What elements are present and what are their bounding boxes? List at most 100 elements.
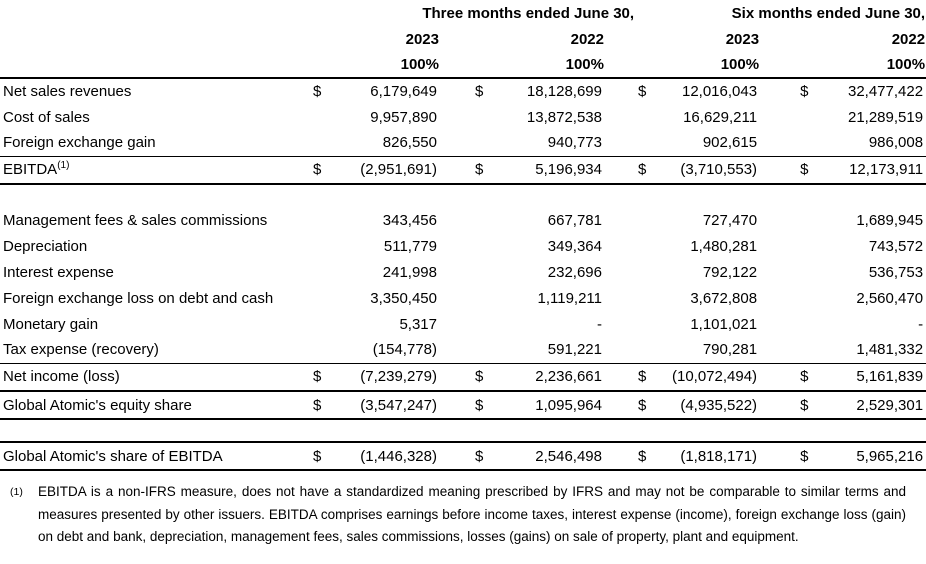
table-row: Cost of sales 9,957,890 13,872,538 16,62… — [0, 104, 926, 130]
value-cell-six-months-2022: 21,289,519 — [847, 108, 924, 126]
empty-header-cell — [0, 26, 300, 52]
empty-header-cell — [440, 52, 480, 79]
value-cell-six-months-2023: 790,281 — [702, 341, 758, 359]
currency-cell — [760, 233, 805, 259]
value-cell-six-months-2022: 12,173,911 — [805, 155, 926, 185]
value-cell-three-months-2022: 1,119,211 — [537, 289, 602, 307]
currency-cell — [605, 233, 642, 259]
spacer-cell — [0, 419, 926, 442]
year-header-h1-2023: 2023 — [725, 30, 760, 48]
footnote: (1) EBITDA is a non-IFRS measure, does no… — [10, 481, 906, 549]
currency-cell — [760, 130, 805, 156]
currency-cell — [605, 104, 642, 130]
spacer-row — [0, 184, 926, 207]
table-row: Monetary gain 5,317 - 1,101,021 - — [0, 311, 926, 337]
value-cell-three-months-2023: 5,317 — [399, 315, 437, 333]
value-cell-six-months-2023: 727,470 — [702, 211, 758, 229]
table-row: Net sales revenues $ 6,179,649 $ 18,128,… — [0, 78, 926, 104]
currency-cell: $ — [760, 362, 808, 392]
percent-header: 100% — [805, 52, 926, 79]
row-label: Interest expense — [3, 263, 114, 281]
row-label-cell: Interest expense — [0, 259, 300, 285]
row-label: Tax expense (recovery) — [3, 341, 159, 359]
currency-cell: $ — [313, 83, 322, 100]
row-label: Global Atomic's equity share — [3, 396, 192, 414]
table-row: Depreciation 511,779 349,364 1,480,281 7… — [0, 233, 926, 259]
row-label-cell: Net income (loss) — [0, 362, 300, 392]
year-header-q2-2023: 2023 — [405, 30, 439, 48]
table-row: Global Atomic's equity share $ (3,547,24… — [0, 391, 926, 420]
row-label: Monetary gain — [3, 315, 99, 333]
table-body: Net sales revenues $ 6,179,649 $ 18,128,… — [0, 78, 926, 471]
currency-cell — [300, 207, 335, 233]
row-label-cell: EBITDA(1) — [0, 155, 300, 185]
value-cell-three-months-2022: 667,781 — [547, 211, 602, 229]
currency-cell: $ — [760, 391, 808, 420]
currency-cell — [605, 311, 642, 337]
currency-cell — [300, 259, 335, 285]
currency-cell — [760, 337, 805, 363]
value-cell-three-months-2022: 18,128,699 — [526, 83, 602, 100]
value-cell-six-months-2023: 1,101,021 — [690, 315, 758, 333]
value-cell-six-months-2022: 536,753 — [868, 263, 924, 281]
value-cell-three-months-2023: (7,239,279) — [335, 362, 440, 392]
currency-cell: $ — [475, 83, 484, 100]
table-row: Management fees & sales commissions 343,… — [0, 207, 926, 233]
row-label: Global Atomic's share of EBITDA — [3, 447, 223, 465]
row-label: Cost of sales — [3, 108, 90, 126]
value-cell-three-months-2023: 511,779 — [383, 237, 437, 255]
currency-cell: $ — [440, 441, 483, 471]
value-cell-six-months-2023: 16,629,211 — [683, 108, 758, 126]
value-cell-six-months-2022: 2,529,301 — [805, 391, 926, 420]
value-cell-three-months-2023: 9,957,890 — [370, 108, 437, 126]
value-cell-six-months-2023: (10,072,494) — [642, 362, 761, 392]
currency-cell: $ — [605, 155, 646, 185]
value-cell-six-months-2022: 32,477,422 — [847, 83, 924, 100]
value-cell-three-months-2023: 343,456 — [382, 211, 437, 229]
value-cell-three-months-2023: 241,998 — [382, 263, 437, 281]
currency-cell — [300, 337, 335, 363]
currency-cell: $ — [300, 362, 335, 392]
value-cell-three-months-2023: (2,951,691) — [335, 155, 440, 185]
value-cell-three-months-2023: (3,547,247) — [335, 391, 440, 420]
value-cell-three-months-2023: 6,179,649 — [370, 83, 437, 100]
value-cell-six-months-2022: 1,481,332 — [856, 341, 924, 359]
col-group-six-months: Six months ended June 30, — [731, 4, 926, 22]
table-row: Global Atomic's share of EBITDA $ (1,446… — [0, 441, 926, 471]
empty-header-cell — [300, 26, 335, 52]
column-group-row: Three months ended June 30, Six months e… — [0, 0, 926, 26]
currency-cell — [605, 285, 642, 311]
table-row: Interest expense 241,998 232,696 792,122… — [0, 259, 926, 285]
value-cell-six-months-2022: 2,560,470 — [856, 289, 924, 307]
value-cell-six-months-2023: (4,935,522) — [642, 391, 761, 420]
currency-cell: $ — [300, 441, 335, 471]
row-label-cell: Depreciation — [0, 233, 300, 259]
currency-cell: $ — [440, 391, 483, 420]
currency-cell — [440, 259, 480, 285]
currency-cell — [605, 337, 642, 363]
row-label: Net sales revenues — [3, 83, 132, 100]
row-label-cell: Foreign exchange gain — [0, 130, 300, 156]
value-cell-three-months-2022: 2,546,498 — [480, 441, 605, 471]
currency-cell: $ — [760, 441, 808, 471]
year-header-q2-2022: 2022 — [570, 30, 604, 48]
footnote-reference: (1) — [57, 160, 70, 172]
value-cell-six-months-2023: 12,016,043 — [681, 83, 758, 100]
currency-cell — [440, 337, 480, 363]
value-cell-six-months-2022: 743,572 — [868, 237, 924, 255]
value-cell-six-months-2022: 5,161,839 — [805, 362, 926, 392]
row-label: Management fees & sales commissions — [3, 211, 268, 229]
value-cell-three-months-2022: 1,095,964 — [480, 391, 605, 420]
empty-header-cell — [760, 52, 806, 79]
value-cell-six-months-2023: 3,672,808 — [690, 289, 758, 307]
row-label-cell: Monetary gain — [0, 311, 300, 337]
currency-cell — [605, 259, 642, 285]
empty-header-cell — [300, 52, 335, 79]
empty-header-cell — [605, 52, 643, 79]
currency-cell — [605, 130, 642, 156]
row-label: EBITDA — [3, 161, 58, 179]
currency-cell — [440, 207, 480, 233]
percent-header: 100% — [335, 52, 440, 79]
value-cell-three-months-2022: - — [597, 315, 602, 333]
currency-cell: $ — [638, 83, 647, 100]
